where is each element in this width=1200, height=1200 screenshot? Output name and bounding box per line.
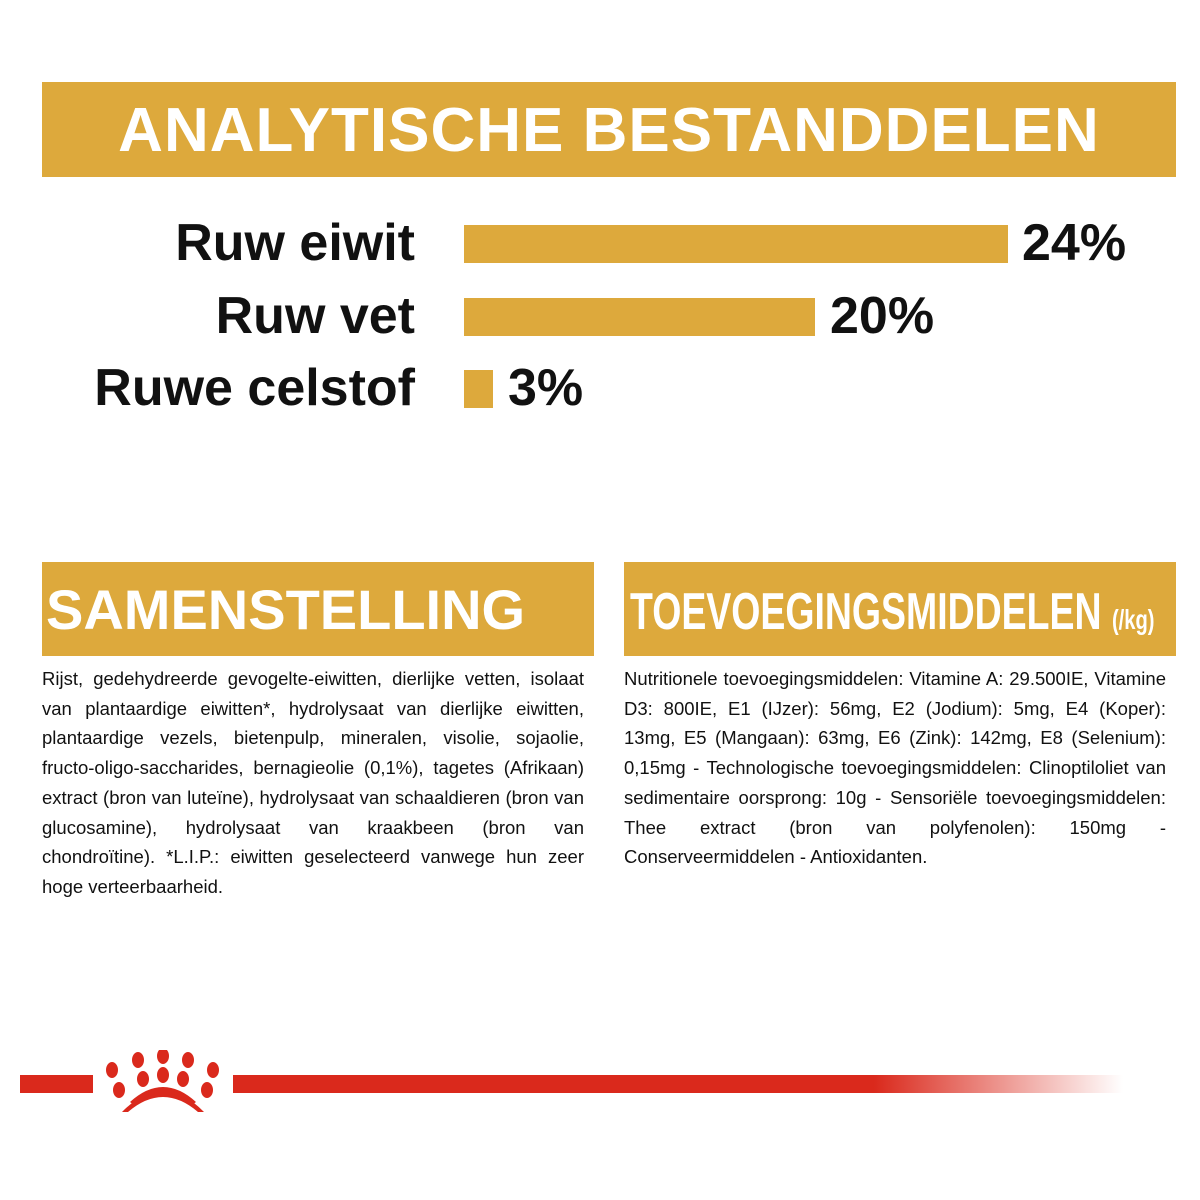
analytics-title: ANALYTISCHE BESTANDDELEN <box>42 82 1176 177</box>
composition-title: SAMENSTELLING <box>42 562 594 656</box>
analytics-row: Ruw eiwit 24% <box>0 213 1200 273</box>
additives-title-wrap: TOEVOEGINGSMIDDELEN (/kg) <box>630 562 1154 656</box>
analytics-label: Ruw vet <box>215 287 415 345</box>
royal-canin-crown-icon <box>106 1050 219 1112</box>
analytics-bar <box>464 225 1008 263</box>
analytics-label: Ruw eiwit <box>175 214 415 272</box>
analytics-bar <box>464 298 815 336</box>
analytics-row: Ruwe celstof 3% <box>0 358 1200 418</box>
additives-title-text: TOEVOEGINGSMIDDELEN <box>630 583 1102 641</box>
analytics-row: Ruw vet 20% <box>0 286 1200 346</box>
composition-text: Rijst, gedehydreerde gevogelte-eiwitten,… <box>42 668 584 897</box>
analytics-value: 24% <box>1022 214 1127 272</box>
analytics-value: 3% <box>508 359 584 417</box>
analytics-value: 20% <box>830 287 935 345</box>
red-line-right <box>233 1075 1123 1093</box>
additives-text: Nutritionele toevoegingsmiddelen: Vitami… <box>624 668 1166 868</box>
analytics-bar <box>464 370 493 408</box>
analytics-label: Ruwe celstof <box>94 359 415 417</box>
additives-unit: (/kg) <box>1111 604 1155 635</box>
red-line-left <box>20 1075 93 1093</box>
additives-title: TOEVOEGINGSMIDDELEN (/kg) <box>624 562 1176 656</box>
